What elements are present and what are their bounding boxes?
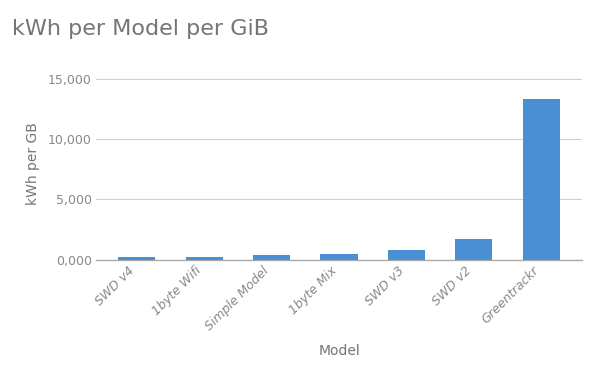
X-axis label: Model: Model xyxy=(318,344,360,358)
Bar xyxy=(253,255,290,260)
Bar xyxy=(185,257,223,260)
Bar xyxy=(455,239,493,260)
Y-axis label: kWh per GB: kWh per GB xyxy=(26,122,40,205)
Bar xyxy=(523,99,560,260)
Bar xyxy=(388,250,425,260)
Bar xyxy=(320,254,358,260)
Bar xyxy=(118,257,155,260)
Text: kWh per Model per GiB: kWh per Model per GiB xyxy=(12,19,269,39)
